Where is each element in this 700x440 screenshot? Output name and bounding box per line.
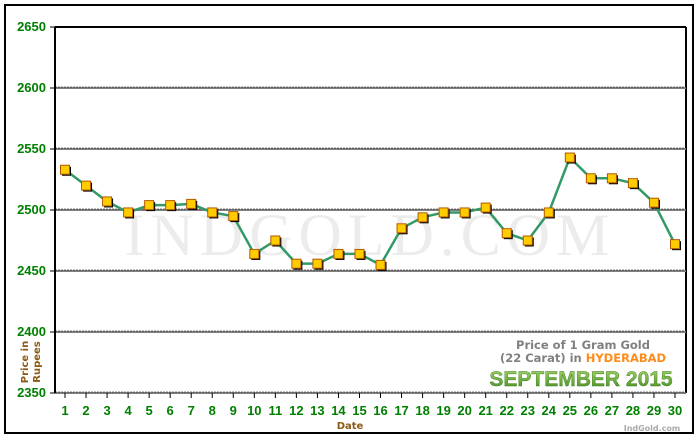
y-tick-label: 2500 (17, 202, 46, 217)
data-point-marker: 20: 2498 (459, 207, 470, 218)
x-tick-label: 21 (478, 403, 492, 418)
y-tick-label: 2350 (17, 385, 46, 400)
x-axis: 1 2 3 4 5 6 7 8 9 10 11 12 13 14 15 16 17 18 19 20 21 22 23 24 2… (61, 393, 682, 418)
y-axis: 2350 2400 2450 2500 2550 2600 2650 (17, 19, 56, 400)
data-point-marker: 25: 2543 (564, 152, 575, 163)
x-tick-label: 29 (647, 403, 661, 418)
x-tick-label: 3 (103, 403, 110, 418)
x-tick-label: 8 (209, 403, 216, 418)
data-point-marker: 24: 2498 (543, 207, 554, 218)
x-tick-label: 16 (373, 403, 387, 418)
x-tick-label: 19 (436, 403, 450, 418)
info-title-line1: Price of 1 Gram Gold (516, 338, 650, 352)
x-tick-label: 25 (563, 403, 577, 418)
data-point-marker: 23: 2475 (522, 235, 533, 246)
y-tick-label: 2400 (17, 324, 46, 339)
data-point-marker: 13: 2456 (312, 258, 323, 269)
x-tick-label: 15 (352, 403, 366, 418)
data-point-marker: 1: 2533 (60, 164, 70, 175)
data-point-marker: 29: 2506 (648, 197, 659, 208)
data-point-marker: 9: 2495 (228, 211, 239, 222)
data-point-marker: 12: 2456 (291, 258, 302, 269)
info-title-line2: (22 Carat) in HYDERABAD (500, 351, 666, 365)
x-tick-label: 12 (289, 403, 303, 418)
data-point-marker: 30: 2472 (670, 239, 680, 250)
data-point-marker: 8: 2498 (207, 207, 218, 218)
x-tick-label: 9 (230, 403, 237, 418)
x-tick-label: 23 (521, 403, 535, 418)
data-point-marker: 5: 2504 (144, 200, 155, 211)
chart-frame (4, 4, 694, 434)
gridlines (55, 86, 686, 394)
data-point-marker: 7: 2505 (186, 198, 197, 209)
data-point-marker: 21: 2502 (480, 202, 491, 213)
data-point-marker: 22: 2481 (501, 228, 512, 239)
data-point-marker: 3: 2507 (102, 196, 113, 207)
x-tick-label: 11 (268, 403, 282, 418)
data-point-marker: 28: 2522 (627, 178, 638, 189)
price-series: 1: 2533 2: 2520 3: 2507 4: 2498 5: 2504 6: 25… (60, 152, 681, 271)
x-tick-label: 14 (331, 403, 346, 418)
data-point-marker: 10: 2464 (249, 248, 260, 259)
data-point-marker: 14: 2464 (333, 248, 344, 259)
x-tick-label: 24 (542, 403, 557, 418)
y-tick-label: 2450 (17, 263, 46, 278)
y-tick-label: 2600 (17, 80, 46, 95)
svg-text:Rupees: Rupees (32, 341, 43, 383)
x-tick-label: 27 (605, 403, 619, 418)
y-tick-label: 2550 (17, 141, 46, 156)
x-tick-label: 2 (82, 403, 89, 418)
y-tick-label: 2650 (17, 19, 46, 34)
x-tick-label: 28 (626, 403, 640, 418)
data-point-marker: 2: 2520 (81, 180, 92, 191)
x-tick-label: 13 (310, 403, 324, 418)
data-point-marker: 18: 2494 (417, 212, 428, 223)
x-tick-label: 7 (188, 403, 195, 418)
y-axis-title: Price in (20, 341, 31, 383)
x-tick-label: 10 (247, 403, 261, 418)
chart-info-box: Price of 1 Gram Gold (22 Carat) in HYDER… (489, 338, 673, 391)
data-point-marker: 4: 2498 (123, 207, 134, 218)
x-tick-label: 1 (61, 403, 68, 418)
data-point-marker: 16: 2455 (375, 259, 386, 270)
x-tick-label: 30 (668, 403, 682, 418)
info-subtitle: SEPTEMBER 2015 (489, 368, 673, 391)
data-point-marker: 6: 2504 (165, 200, 176, 211)
x-tick-label: 4 (124, 403, 132, 418)
x-tick-label: 26 (584, 403, 598, 418)
x-axis-title: Date (337, 421, 364, 432)
x-tick-label: 22 (499, 403, 513, 418)
data-point-marker: 19: 2498 (438, 207, 449, 218)
data-point-marker: 17: 2485 (396, 223, 407, 234)
data-point-marker: 11: 2475 (270, 235, 281, 246)
x-tick-label: 18 (415, 403, 429, 418)
x-tick-label: 20 (457, 403, 471, 418)
x-tick-label: 17 (394, 403, 408, 418)
data-point-marker: 15: 2464 (354, 248, 365, 259)
x-tick-label: 5 (146, 403, 153, 418)
x-tick-label: 6 (167, 403, 174, 418)
credit-text: IndGold.com (624, 424, 681, 433)
